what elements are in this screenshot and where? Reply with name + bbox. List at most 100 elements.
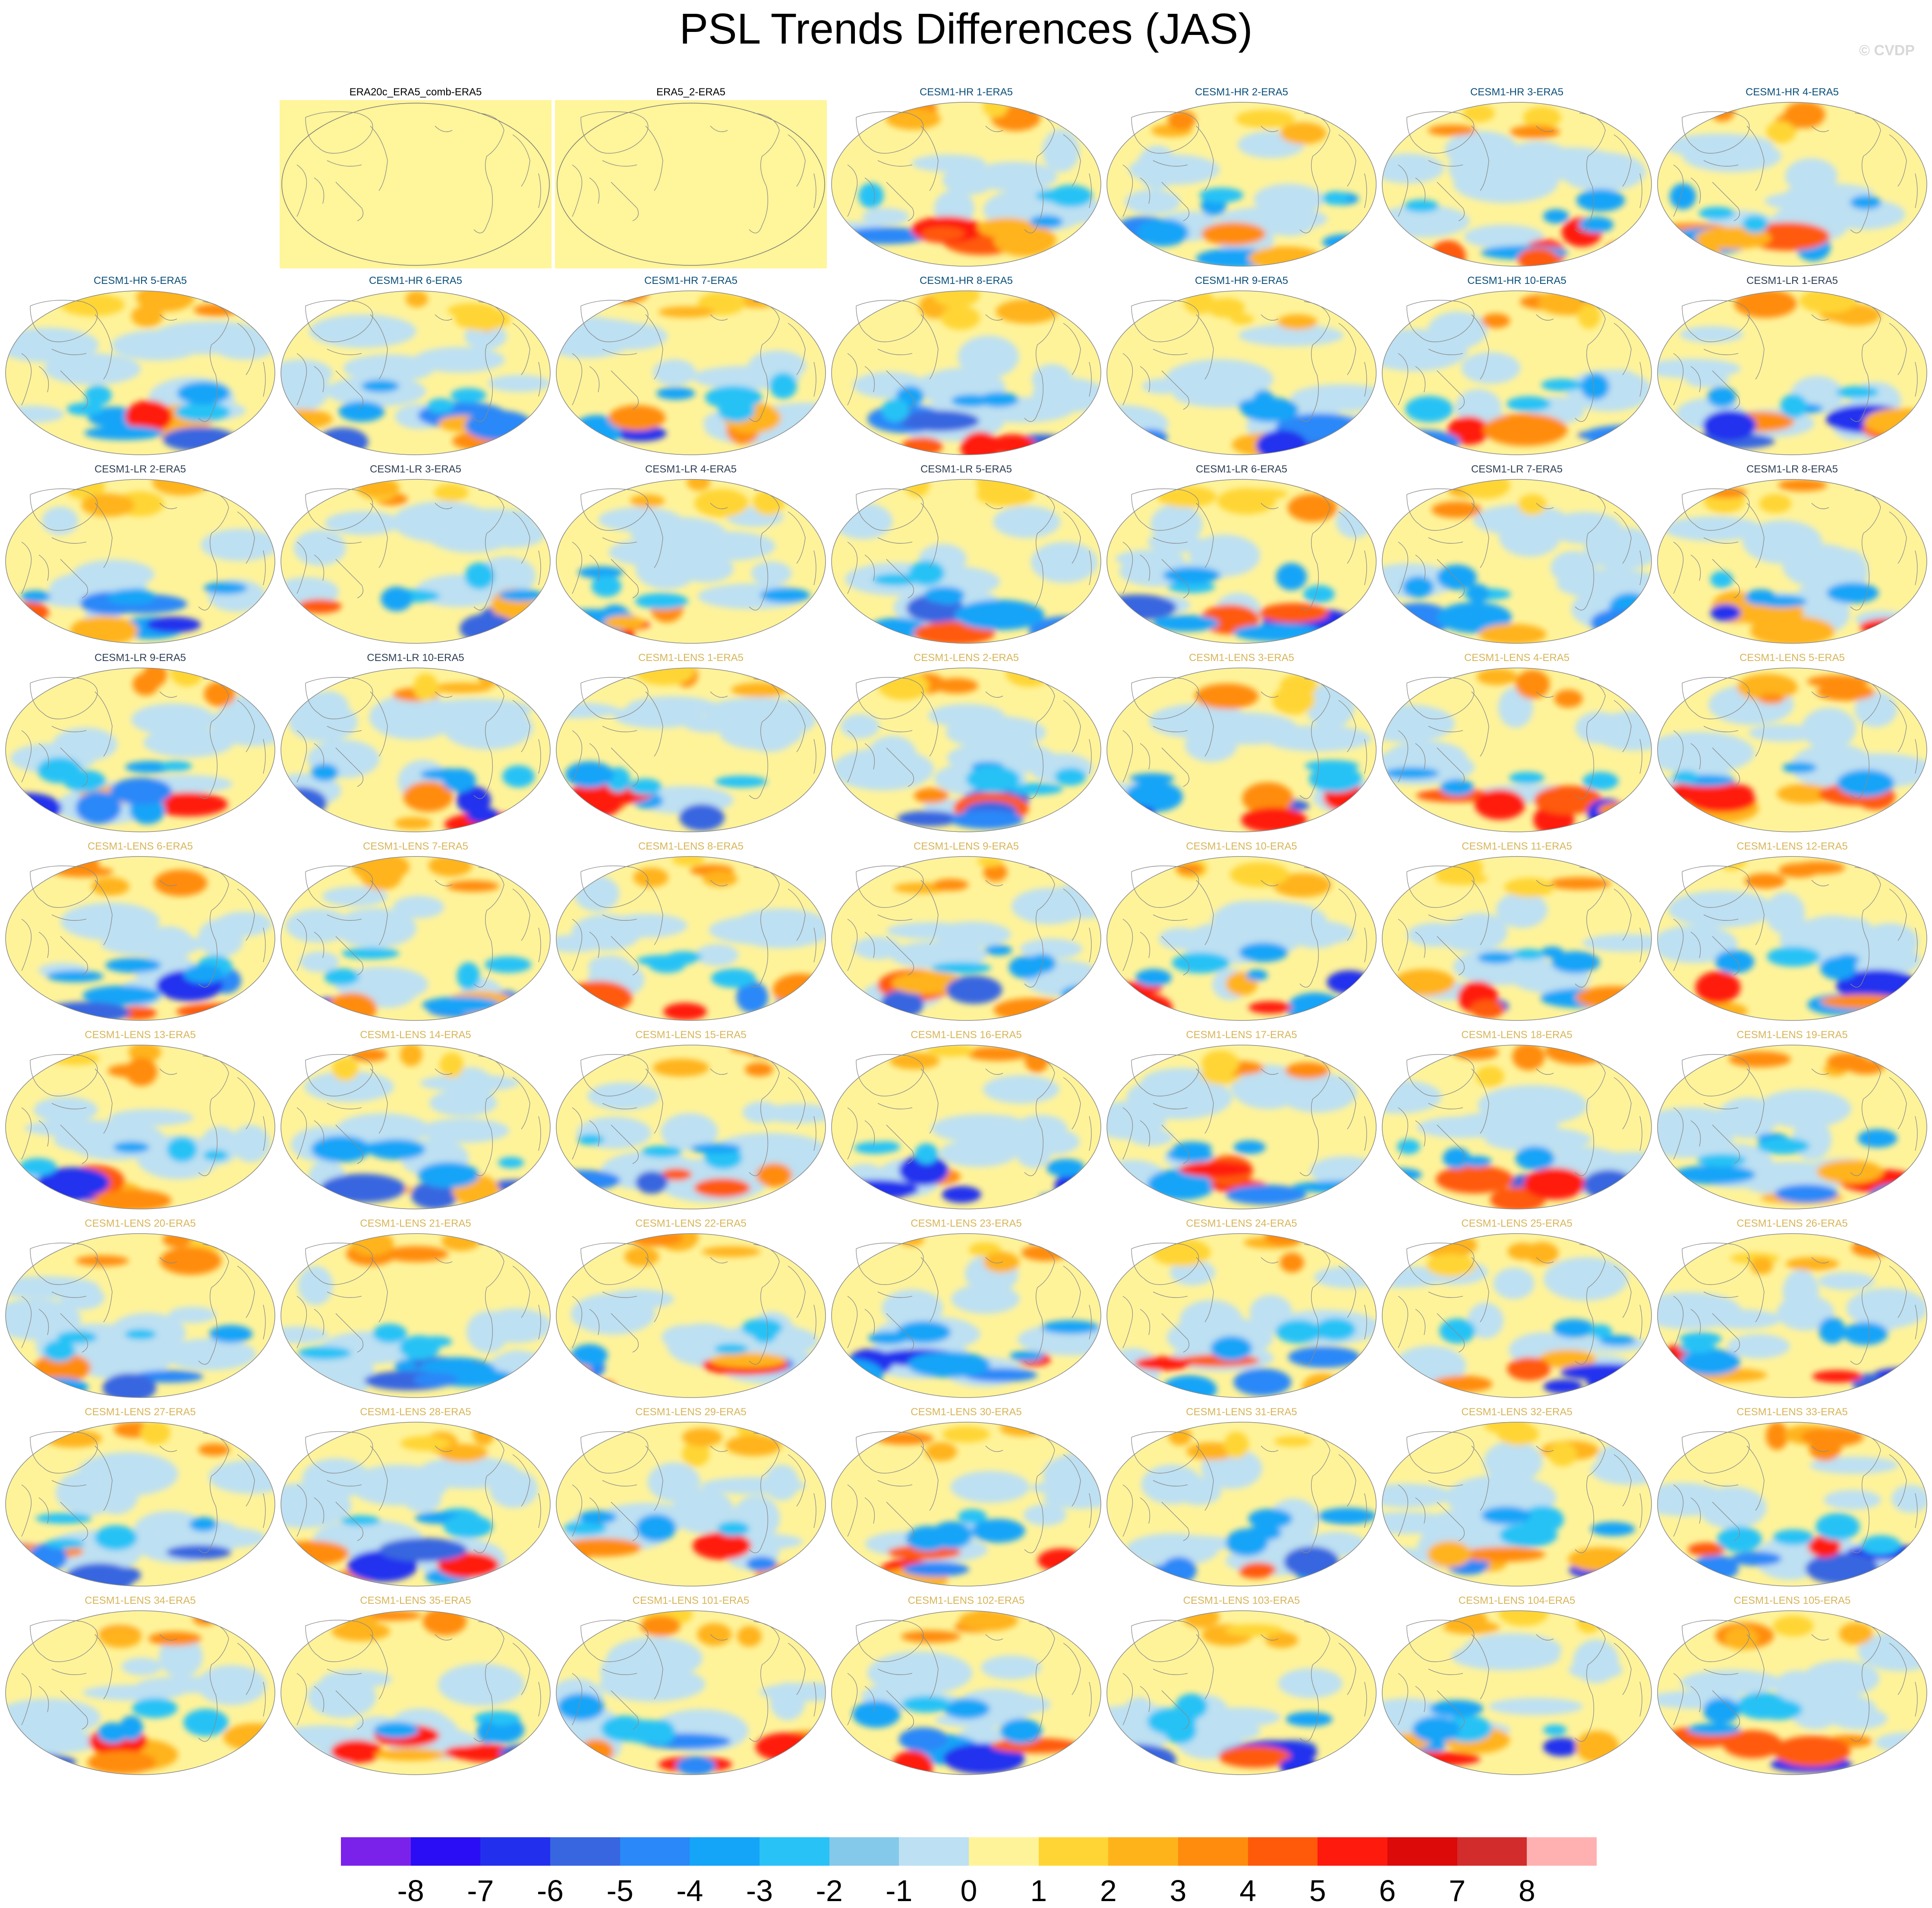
panel-title: CESM1-LENS 11-ERA5: [1462, 841, 1572, 852]
coastlines: [1673, 1243, 1918, 1365]
map-panel: CESM1-LENS 26-ERA5: [1656, 1216, 1928, 1401]
panel-title: CESM1-LR 8-ERA5: [1746, 463, 1838, 475]
map-panel: CESM1-LENS 29-ERA5: [555, 1404, 827, 1590]
world-map: [280, 100, 552, 268]
coastlines: [1122, 300, 1367, 422]
world-map: [281, 1233, 551, 1398]
map-panel: CESM1-LENS 30-ERA5: [830, 1404, 1102, 1590]
world-map: [5, 1422, 275, 1587]
map-panel: CESM1-LENS 25-ERA5: [1381, 1216, 1653, 1401]
coastlines: [296, 1431, 541, 1553]
trend-field: [1107, 102, 1376, 266]
coastlines: [1122, 1243, 1367, 1365]
map-outline: [1382, 856, 1652, 1021]
map-panel: CESM1-LENS 21-ERA5: [280, 1216, 552, 1401]
map-outline: [1657, 1045, 1927, 1209]
map-panel: ERA5_2-ERA5: [555, 85, 827, 270]
map-outline: [831, 290, 1101, 455]
map-outline: [281, 1233, 551, 1398]
map-panel: CESM1-LENS 1-ERA5: [555, 650, 827, 836]
coastlines: [1398, 300, 1642, 422]
map-panel: CESM1-LENS 35-ERA5: [280, 1593, 552, 1779]
world-map: [1657, 1610, 1927, 1775]
trend-field: [281, 291, 550, 455]
world-map: [281, 856, 551, 1021]
panel-title: CESM1-LENS 34-ERA5: [85, 1595, 196, 1606]
world-map: [281, 290, 551, 455]
coastlines: [296, 300, 541, 422]
world-map: [5, 1610, 275, 1775]
map-panel: CESM1-LENS 10-ERA5: [1106, 839, 1377, 1024]
trend-field: [1658, 1234, 1927, 1398]
panel-title: CESM1-LENS 2-ERA5: [913, 652, 1019, 664]
map-panel: CESM1-LR 4-ERA5: [555, 462, 827, 647]
colorbar-swatch: [760, 1837, 830, 1866]
colorbar-swatch: [620, 1837, 690, 1866]
panel-title: CESM1-HR 3-ERA5: [1470, 86, 1564, 98]
map-outline: [1657, 102, 1927, 267]
trend-field: [1658, 1422, 1927, 1586]
coastlines: [847, 111, 1092, 233]
map-outline: [1106, 102, 1377, 267]
world-map: [556, 1045, 826, 1209]
map-panel: CESM1-LENS 4-ERA5: [1381, 650, 1653, 836]
map-outline: [831, 479, 1101, 644]
panel-title: CESM1-LR 7-ERA5: [1471, 463, 1563, 475]
panel-title: CESM1-LENS 6-ERA5: [87, 841, 193, 852]
trend-field: [1658, 1045, 1927, 1209]
map-panel: CESM1-LR 1-ERA5: [1656, 273, 1928, 459]
colorbar-swatch: [1387, 1837, 1458, 1866]
world-map: [1382, 1422, 1652, 1587]
world-map: [5, 667, 275, 832]
map-panel: CESM1-LENS 102-ERA5: [830, 1593, 1102, 1779]
panel-title: CESM1-LENS 101-ERA5: [632, 1595, 750, 1606]
map-outline: [1657, 856, 1927, 1021]
panel-title: CESM1-LENS 19-ERA5: [1737, 1029, 1848, 1041]
colorbar-tick-label: -8: [397, 1874, 424, 1908]
panel-title: CESM1-LENS 33-ERA5: [1737, 1406, 1848, 1418]
world-map: [1657, 667, 1927, 832]
coastlines: [1673, 111, 1918, 233]
colorbar-tick-label: 1: [1030, 1874, 1047, 1908]
panel-title: CESM1-LENS 23-ERA5: [911, 1218, 1022, 1229]
panel-title: CESM1-LR 9-ERA5: [94, 652, 186, 664]
coastlines: [572, 866, 816, 988]
panel-title: CESM1-HR 7-ERA5: [644, 275, 738, 287]
map-panel: CESM1-LENS 105-ERA5: [1656, 1593, 1928, 1779]
trend-field: [1658, 856, 1927, 1020]
world-map: [555, 100, 827, 268]
map-panel: CESM1-LR 5-ERA5: [830, 462, 1102, 647]
coastlines: [847, 866, 1092, 988]
panel-title: CESM1-LR 4-ERA5: [645, 463, 737, 475]
world-map: [5, 290, 275, 455]
panel-title: CESM1-LENS 10-ERA5: [1186, 841, 1297, 852]
trend-field: [556, 1422, 826, 1586]
panel-title: CESM1-HR 6-ERA5: [369, 275, 463, 287]
panel-title: CESM1-LENS 1-ERA5: [638, 652, 744, 664]
coastlines: [847, 677, 1092, 799]
colorbar-swatch: [1108, 1837, 1179, 1866]
map-outline: [5, 479, 275, 644]
trend-field: [281, 668, 550, 832]
world-map: [556, 1610, 826, 1775]
map-outline: [557, 103, 825, 266]
panel-title: CESM1-LENS 35-ERA5: [360, 1595, 471, 1606]
colorbar-tick-label: 4: [1239, 1874, 1257, 1908]
map-panel: CESM1-HR 6-ERA5: [280, 273, 552, 459]
coastlines: [1673, 300, 1918, 422]
panel-title: CESM1-HR 9-ERA5: [1194, 275, 1289, 287]
world-map: [1657, 1045, 1927, 1209]
map-panel: CESM1-HR 9-ERA5: [1106, 273, 1377, 459]
coastlines: [847, 1054, 1092, 1176]
panel-title: CESM1-LENS 9-ERA5: [913, 841, 1019, 852]
world-map: [5, 1233, 275, 1398]
map-outline: [1106, 667, 1377, 832]
panel-title: CESM1-LENS 29-ERA5: [635, 1406, 747, 1418]
map-panel: CESM1-LENS 23-ERA5: [830, 1216, 1102, 1401]
world-map: [1382, 1610, 1652, 1775]
coastlines: [1122, 866, 1367, 988]
map-outline: [1382, 1422, 1652, 1587]
coastlines: [572, 1243, 816, 1365]
map-outline: [281, 1610, 551, 1775]
map-outline: [556, 479, 826, 644]
